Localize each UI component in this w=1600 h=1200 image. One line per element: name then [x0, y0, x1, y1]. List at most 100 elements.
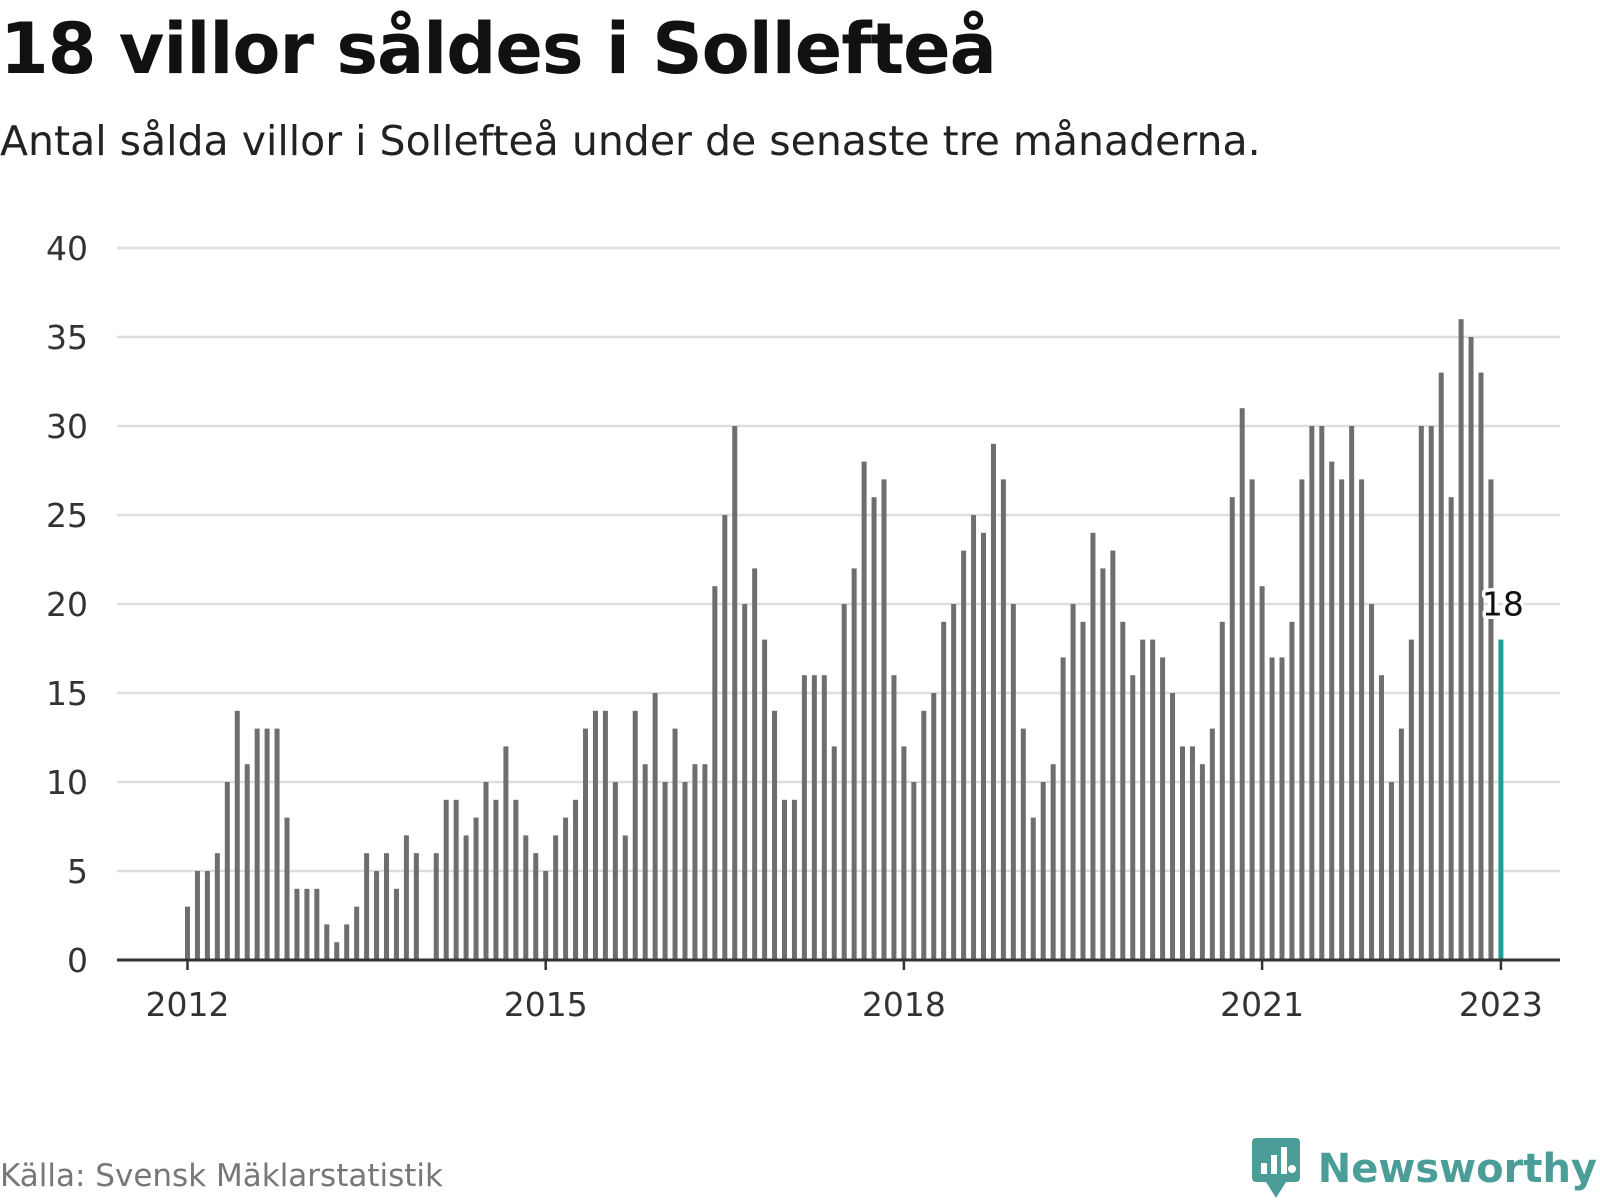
- bar: [354, 906, 360, 960]
- x-tick-label: 2012: [146, 985, 230, 1024]
- bar: [1180, 746, 1185, 960]
- y-tick-label: 30: [46, 407, 88, 446]
- bar: [1428, 426, 1434, 960]
- bar: [1189, 746, 1195, 960]
- source-note: Källa: Svensk Mäklarstatistik: [0, 1158, 443, 1194]
- bar: [1170, 693, 1176, 960]
- bar: [1110, 550, 1116, 960]
- bar: [1219, 621, 1225, 960]
- bar: [692, 764, 698, 960]
- bar: [752, 568, 758, 960]
- bar: [1000, 479, 1006, 960]
- bar: [662, 782, 668, 960]
- bar: [841, 604, 847, 960]
- bar: [762, 639, 768, 960]
- bar: [463, 835, 469, 960]
- bar: [682, 782, 688, 960]
- bar: [871, 497, 877, 960]
- bar: [393, 888, 399, 960]
- bar: [971, 515, 977, 960]
- bar: [1080, 621, 1086, 960]
- bar: [1100, 568, 1106, 960]
- bar: [1060, 657, 1066, 960]
- bar: [851, 568, 857, 960]
- x-tick-label: 2018: [862, 985, 946, 1024]
- newsworthy-logo-icon: [1251, 1138, 1300, 1198]
- bar: [702, 764, 708, 960]
- highlight-value-label: 18: [1482, 585, 1524, 624]
- bar: [523, 835, 529, 960]
- bar: [921, 710, 927, 960]
- bar: [483, 782, 489, 960]
- y-tick-label: 15: [46, 674, 88, 713]
- bar: [583, 728, 588, 960]
- bar: [632, 710, 638, 960]
- bar: [194, 871, 200, 960]
- highlight-bar: [1498, 639, 1504, 960]
- bar: [1150, 639, 1156, 960]
- bar: [772, 710, 778, 960]
- bar: [1050, 764, 1056, 960]
- bar: [652, 693, 658, 960]
- bar: [622, 835, 628, 960]
- bar: [1160, 657, 1166, 960]
- bar: [1458, 319, 1464, 960]
- bar: [612, 782, 618, 960]
- bar: [1130, 675, 1136, 960]
- bar: [1120, 621, 1126, 960]
- bar: [1329, 461, 1335, 960]
- bar: [712, 586, 718, 960]
- bar: [1279, 657, 1285, 960]
- bar: [1438, 372, 1444, 961]
- bar: [234, 710, 240, 960]
- bar: [553, 835, 559, 960]
- y-tick-label: 0: [67, 941, 88, 980]
- bar: [961, 550, 967, 960]
- bar: [314, 888, 320, 960]
- bar: [941, 621, 947, 960]
- bar: [214, 853, 220, 960]
- bar: [1398, 728, 1404, 960]
- y-tick-label: 35: [46, 318, 88, 357]
- y-tick-label: 10: [46, 763, 88, 802]
- bar: [1369, 604, 1375, 960]
- bar: [543, 871, 549, 960]
- bar: [1249, 479, 1255, 960]
- bar: [1040, 782, 1046, 960]
- bar: [224, 782, 230, 960]
- bar: [911, 782, 917, 960]
- bar: [1269, 657, 1275, 960]
- bar: [374, 871, 380, 960]
- bar: [592, 710, 598, 960]
- bar: [473, 817, 479, 960]
- bar: [811, 675, 817, 960]
- bar: [1478, 372, 1484, 961]
- bar: [324, 924, 330, 960]
- bar: [861, 461, 867, 960]
- bar: [722, 515, 728, 960]
- bar: [1418, 426, 1424, 960]
- bar: [1349, 426, 1355, 960]
- bar: [672, 728, 678, 960]
- bar: [503, 746, 509, 960]
- bar: [573, 799, 579, 960]
- brand-logo: Newsworthy: [1251, 1138, 1597, 1200]
- brand-name: Newsworthy: [1317, 1146, 1597, 1192]
- bar: [244, 764, 250, 960]
- bar: [304, 888, 310, 960]
- bar: [791, 799, 797, 960]
- bar: [433, 853, 439, 960]
- bar: [1339, 479, 1345, 960]
- bar: [1319, 426, 1325, 960]
- bar: [294, 888, 300, 960]
- bar: [782, 799, 787, 960]
- bar: [1468, 337, 1474, 960]
- bar: [821, 675, 827, 960]
- bar: [513, 799, 519, 960]
- bar: [1070, 604, 1076, 960]
- bar: [1020, 728, 1026, 960]
- chart-subtitle: Antal sålda villor i Sollefteå under de …: [0, 117, 1261, 165]
- bars: [185, 319, 1504, 961]
- bar: [1408, 639, 1414, 960]
- bar: [453, 799, 459, 960]
